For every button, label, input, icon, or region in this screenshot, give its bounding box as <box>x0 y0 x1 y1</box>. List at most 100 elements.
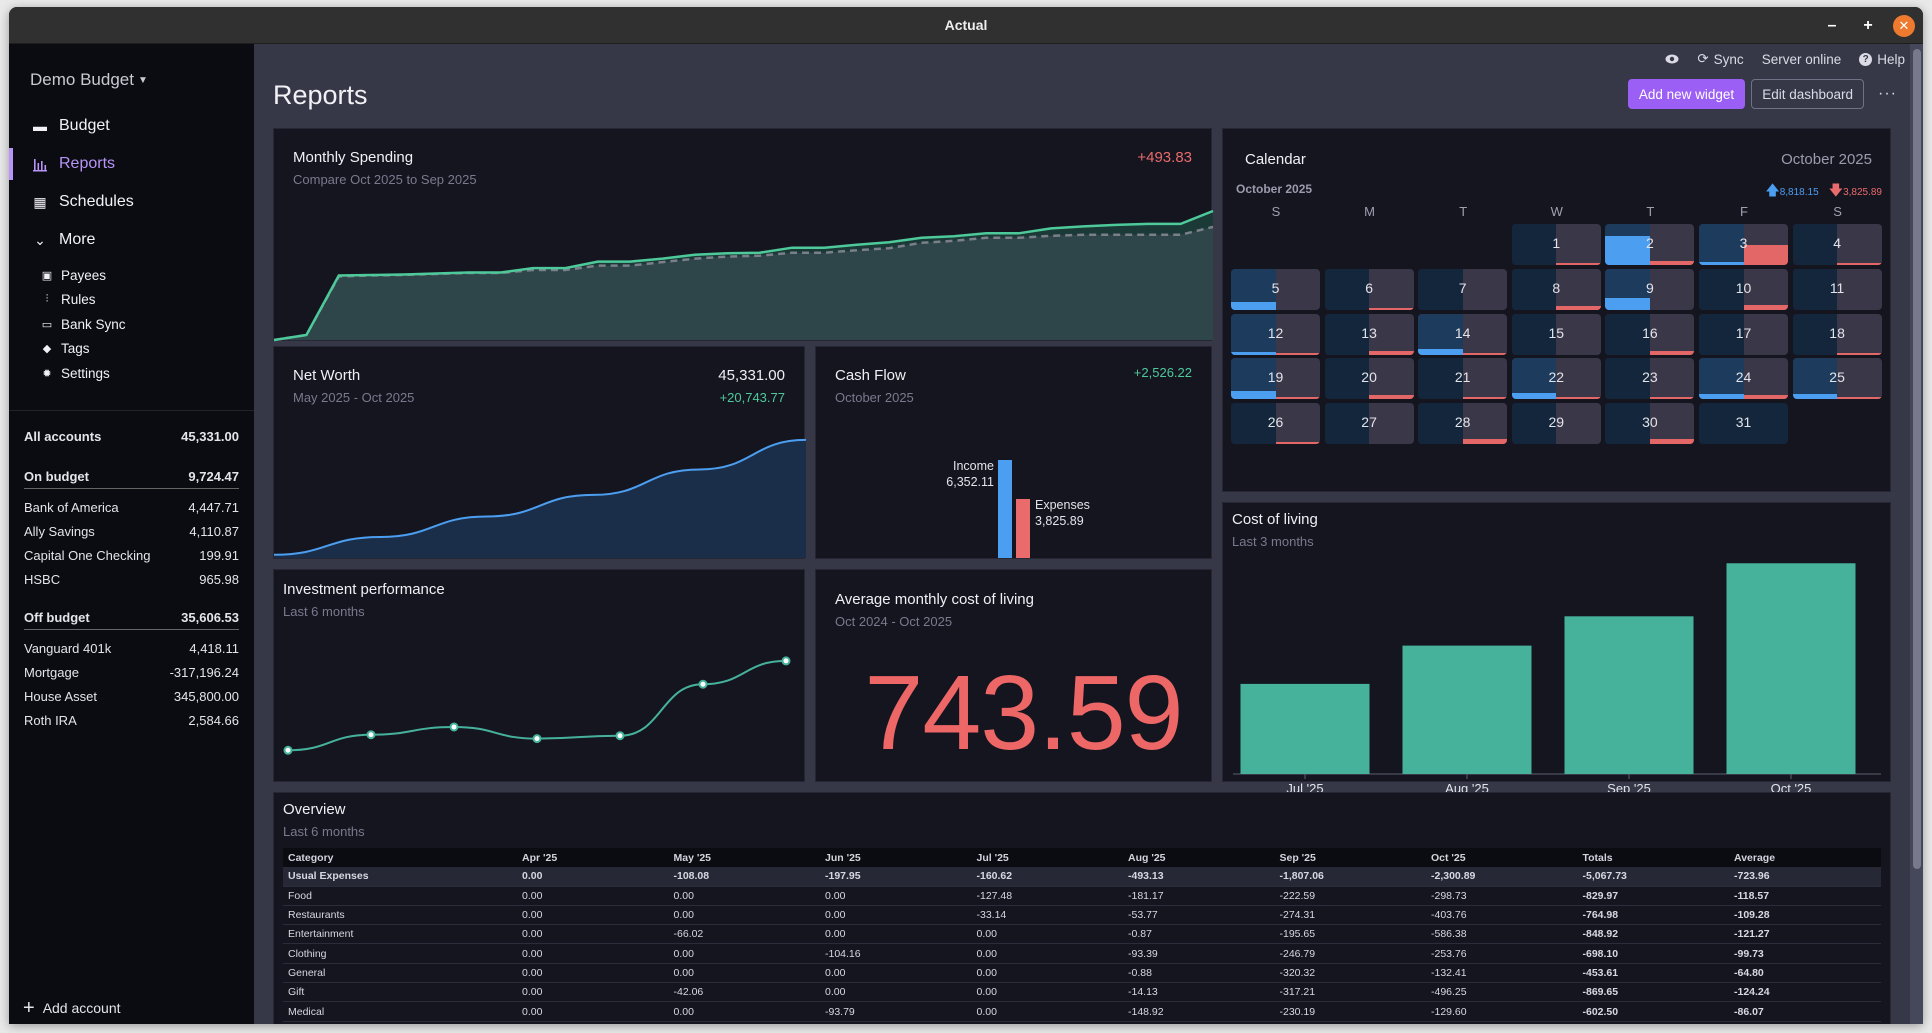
calendar-day[interactable]: 4 <box>1792 224 1882 265</box>
calendar-day[interactable]: 22 <box>1511 358 1601 400</box>
monthly-spending-widget[interactable]: Monthly Spending Compare Oct 2025 to Sep… <box>273 128 1214 342</box>
table-row[interactable]: Clothing 0.00 0.00 -104.16 0.00 -93.39 -246.79… <box>283 944 1881 964</box>
calendar-day[interactable]: 28 <box>1418 403 1508 445</box>
add-account-button[interactable]: + Add account <box>23 998 121 1018</box>
calendar-day[interactable]: 11 <box>1792 268 1882 310</box>
calendar-day[interactable]: 7 <box>1418 268 1508 310</box>
budget-name-menu[interactable]: Demo Budget ▼ <box>30 70 148 90</box>
table-row[interactable]: Gift 0.00 -42.06 0.00 0.00 -14.13 -317.21 -496.… <box>283 983 1881 1003</box>
day-number: 7 <box>1458 279 1467 296</box>
sidebar-item-reports[interactable]: Reports <box>9 145 254 183</box>
column-header[interactable]: Apr '25 <box>522 851 558 864</box>
sidebar-item-more[interactable]: ⌄ More <box>9 221 254 259</box>
on-budget-group[interactable]: On budget 9,724.47 <box>24 464 239 489</box>
column-header[interactable]: Jul '25 <box>976 851 1009 864</box>
account-row[interactable]: Vanguard 401k 4,418.11 <box>24 636 239 660</box>
calendar-day[interactable]: 31 <box>1699 403 1788 445</box>
column-header[interactable]: May '25 <box>673 851 712 864</box>
scrollbar-thumb[interactable] <box>1913 49 1921 869</box>
sidebar-item-settings[interactable]: ✹ Settings <box>9 361 254 386</box>
account-row[interactable]: Capital One Checking 199.91 <box>24 543 239 567</box>
column-header[interactable]: Category <box>288 851 334 864</box>
column-header[interactable]: Totals <box>1582 851 1613 864</box>
calendar-day[interactable]: 17 <box>1699 313 1788 355</box>
cost-of-living-widget[interactable]: Cost of living Last 3 months Jul '25 Aug … <box>1222 502 1891 796</box>
calendar-day[interactable]: 9 <box>1605 268 1695 310</box>
investment-widget[interactable]: Investment performance Last 6 months <box>273 569 805 782</box>
table-row[interactable]: Entertainment 0.00 -66.02 0.00 0.00 -0.87 -195… <box>283 925 1881 945</box>
overview-widget[interactable]: Overview Last 6 months Category Apr '25 Ma… <box>273 792 1891 1024</box>
column-header[interactable]: Average <box>1734 851 1776 864</box>
calendar-day[interactable]: 8 <box>1511 268 1601 310</box>
calendar-day[interactable]: 26 <box>1231 403 1320 445</box>
account-row[interactable]: Bank of America 4,447.71 <box>24 495 239 519</box>
sidebar-item-budget[interactable]: ▬ Budget <box>9 107 254 145</box>
more-menu-icon[interactable]: ··· <box>1878 85 1897 102</box>
main-scrollbar[interactable] <box>1910 44 1923 1024</box>
account-row[interactable]: Roth IRA 2,584.66 <box>24 708 239 732</box>
maximize-button[interactable]: + <box>1863 17 1873 34</box>
avg-cost-of-living-widget[interactable]: Average monthly cost of living Oct 2024 … <box>815 569 1212 782</box>
table-row[interactable]: Restaurants 0.00 0.00 0.00 -33.14 -53.77 -274.… <box>283 906 1881 926</box>
column-header[interactable]: Jun '25 <box>825 851 861 864</box>
edit-dashboard-button[interactable]: Edit dashboard <box>1751 79 1865 109</box>
accounts-list: All accounts 45,331.00 On budget 9,724.47 … <box>24 422 239 732</box>
calendar-day[interactable]: 20 <box>1324 358 1414 400</box>
investment-point <box>366 730 376 740</box>
weekday-header: T <box>1459 204 1468 219</box>
account-row[interactable]: House Asset 345,800.00 <box>24 684 239 708</box>
calendar-day[interactable]: 25 <box>1792 358 1882 400</box>
calendar-day[interactable]: 5 <box>1231 268 1320 310</box>
calendar-widget[interactable]: Calendar October 2025 October 2025 🡅8,81… <box>1222 128 1891 492</box>
calendar-day[interactable]: 27 <box>1324 403 1414 445</box>
sidebar-item-rules[interactable]: ⫶ Rules <box>9 288 254 313</box>
calendar-day[interactable]: 14 <box>1418 313 1508 355</box>
calendar-day[interactable]: 1 <box>1511 224 1601 265</box>
sidebar-item-schedules[interactable]: ▦ Schedules <box>9 183 254 221</box>
calendar-day[interactable]: 2 <box>1605 224 1695 265</box>
column-header[interactable]: Aug '25 <box>1128 851 1166 864</box>
account-row[interactable]: Ally Savings 4,110.87 <box>24 519 239 543</box>
sidebar-item-payees[interactable]: ▣ Payees <box>9 263 254 288</box>
calendar-day[interactable]: 30 <box>1605 403 1695 445</box>
cash-flow-widget[interactable]: Cash Flow October 2025 +2,526.22 Income … <box>815 346 1212 559</box>
column-header[interactable]: Sep '25 <box>1279 851 1316 864</box>
help-button[interactable]: ? Help <box>1859 52 1905 67</box>
sidebar-item-bank-sync[interactable]: ▭ Bank Sync <box>9 312 254 337</box>
minimize-button[interactable]: – <box>1827 17 1837 34</box>
calendar-day[interactable]: 21 <box>1418 358 1508 400</box>
server-status[interactable]: Server online <box>1761 51 1842 67</box>
weekday-header: M <box>1364 204 1376 219</box>
calendar-day[interactable]: 3 <box>1699 224 1788 265</box>
account-row[interactable]: Mortgage -317,196.24 <box>24 660 239 684</box>
top-bar: ⟳ Sync Server online ? Help <box>1665 51 1905 67</box>
calendar-day[interactable]: 10 <box>1699 268 1788 310</box>
calendar-day[interactable]: 13 <box>1324 313 1414 355</box>
all-accounts[interactable]: All accounts 45,331.00 <box>24 422 239 450</box>
calendar-day[interactable]: 12 <box>1231 313 1320 355</box>
account-row[interactable]: HSBC 965.98 <box>24 567 239 591</box>
calendar-day[interactable]: 6 <box>1324 268 1414 310</box>
table-row[interactable]: Medical 0.00 0.00 -93.79 0.00 -148.92 -230.19 -… <box>283 1002 1881 1022</box>
calendar-day[interactable]: 24 <box>1699 358 1788 400</box>
close-button[interactable]: ✕ <box>1893 15 1915 37</box>
calendar-day[interactable]: 29 <box>1511 403 1601 445</box>
table-row[interactable]: General 0.00 0.00 0.00 0.00 -0.88 -320.32 -132.… <box>283 964 1881 984</box>
table-row[interactable]: Food 0.00 0.00 0.00 -127.48 -181.17 -222.59 -29… <box>283 887 1881 906</box>
expense-indicator <box>1462 439 1508 445</box>
sidebar-item-tags[interactable]: ◆ Tags <box>9 337 254 362</box>
calendar-day[interactable]: 19 <box>1231 358 1320 400</box>
sync-button[interactable]: ⟳ Sync <box>1697 51 1743 67</box>
table-row[interactable]: Usual Expenses 0.00 -108.08 -197.95 -160.62 -… <box>283 867 1881 887</box>
calendar-day[interactable]: 16 <box>1605 313 1695 355</box>
off-budget-group[interactable]: Off budget 35,606.53 <box>24 605 239 630</box>
column-header[interactable]: Oct '25 <box>1431 851 1466 864</box>
calendar-day[interactable]: 18 <box>1792 313 1882 355</box>
add-widget-button[interactable]: Add new widget <box>1627 79 1746 109</box>
net-worth-widget[interactable]: Net Worth May 2025 - Oct 2025 45,331.00 … <box>273 346 807 559</box>
account-balance: 199.91 <box>199 547 239 563</box>
privacy-toggle[interactable] <box>1665 54 1679 64</box>
chevron-down-icon: ⌄ <box>34 231 46 248</box>
calendar-day[interactable]: 15 <box>1511 313 1601 355</box>
calendar-day[interactable]: 23 <box>1605 358 1695 400</box>
